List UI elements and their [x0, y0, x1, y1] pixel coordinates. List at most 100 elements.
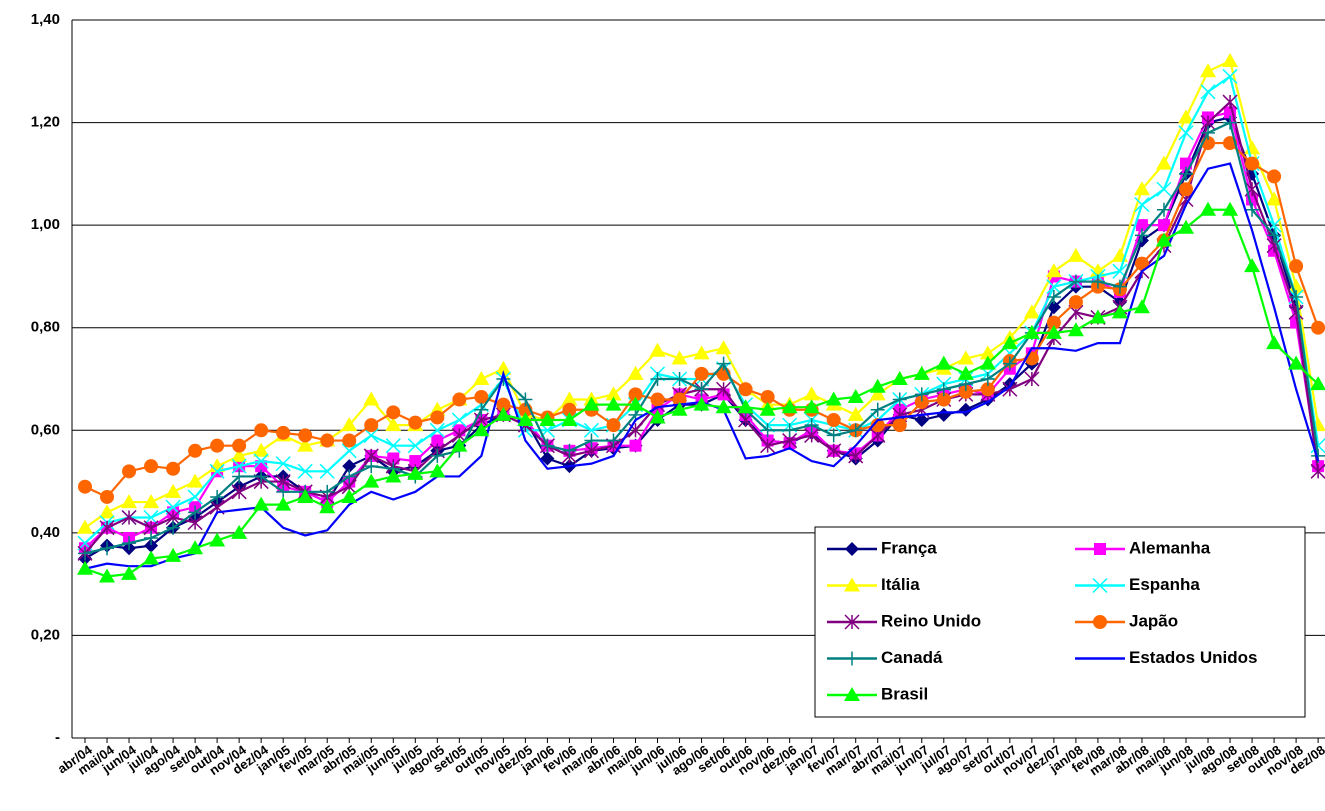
data-point: [1134, 256, 1149, 271]
data-point: [363, 391, 380, 406]
data-point: [429, 422, 445, 438]
data-point: [562, 402, 577, 417]
data-point: [99, 568, 116, 583]
data-point: [936, 407, 951, 422]
data-point: [627, 396, 644, 411]
data-point: [100, 489, 115, 504]
data-point: [760, 389, 775, 404]
data-point: [451, 412, 467, 428]
data-point: [1288, 278, 1305, 293]
data-point: [715, 399, 732, 414]
data-point: [583, 422, 599, 438]
data-point: [694, 366, 709, 381]
data-point: [848, 423, 863, 438]
data-point: [387, 452, 400, 465]
data-point: [539, 412, 556, 427]
data-point: [1090, 274, 1105, 289]
data-point: [342, 469, 357, 484]
data-point: [297, 488, 314, 503]
data-point: [914, 387, 929, 402]
data-point: [957, 365, 974, 380]
data-point: [1089, 309, 1106, 324]
data-point: [1200, 84, 1216, 100]
data-point: [1156, 202, 1171, 217]
data-point: [628, 387, 643, 402]
legend-marker: [845, 542, 859, 556]
data-point: [782, 423, 797, 438]
data-point: [430, 448, 445, 463]
data-point: [253, 496, 270, 511]
data-point: [342, 433, 357, 448]
data-point: [671, 350, 688, 365]
series-line: [84, 162, 1320, 570]
data-point: [297, 463, 313, 479]
data-point: [1135, 219, 1148, 232]
data-point: [826, 443, 842, 459]
data-point: [958, 384, 973, 399]
data-point: [1266, 191, 1283, 206]
data-point: [319, 463, 335, 479]
data-point: [431, 434, 444, 447]
data-point: [341, 417, 358, 432]
series: [78, 110, 1325, 566]
legend-marker: [1092, 577, 1108, 594]
data-point: [100, 541, 115, 556]
data-point: [870, 418, 885, 433]
data-point: [276, 425, 291, 440]
data-point: [320, 433, 335, 448]
data-point: [78, 479, 92, 494]
data-point: [1310, 376, 1325, 391]
data-point: [1289, 289, 1304, 304]
data-point: [319, 499, 336, 514]
data-point: [1179, 166, 1193, 181]
legend-marker: [844, 614, 860, 630]
data-point: [254, 423, 269, 438]
data-point: [341, 488, 358, 503]
data-point: [78, 546, 92, 561]
data-point: [473, 371, 490, 385]
data-point: [231, 484, 247, 500]
data-point: [121, 565, 138, 580]
data-point: [913, 365, 930, 380]
data-point: [1201, 125, 1216, 140]
data-point: [385, 417, 402, 432]
data-point: [209, 532, 226, 547]
data-point: [187, 489, 203, 505]
data-point: [364, 418, 379, 433]
data-point: [869, 386, 886, 401]
y-tick-label: 1,00: [31, 216, 60, 233]
data-point: [1288, 304, 1304, 320]
data-point: [253, 442, 270, 457]
data-point: [122, 464, 137, 479]
data-point: [847, 406, 864, 421]
data-point: [188, 505, 203, 520]
data-point: [1267, 169, 1282, 184]
data-point: [518, 392, 533, 407]
data-point: [1245, 202, 1260, 217]
data-point: [716, 381, 732, 397]
data-point: [1001, 335, 1018, 350]
data-point: [1134, 197, 1150, 213]
data-point: [1067, 247, 1084, 262]
data-point: [627, 365, 644, 380]
y-tick-label: 0,20: [31, 626, 60, 643]
data-point: [980, 382, 995, 397]
data-point: [1133, 181, 1150, 196]
data-point: [143, 550, 160, 565]
data-point: [495, 406, 512, 421]
legend-label: Itália: [881, 575, 920, 594]
legend-box: [814, 526, 1306, 718]
data-point: [1133, 299, 1150, 314]
data-point: [144, 459, 159, 474]
data-point: [407, 465, 424, 480]
data-point: [1068, 274, 1083, 289]
data-point: [649, 409, 666, 424]
data-point: [672, 372, 687, 386]
data-point: [1045, 263, 1062, 278]
legend-marker: [844, 687, 860, 701]
data-point: [1200, 63, 1217, 78]
data-point: [408, 415, 423, 430]
data-point: [1244, 258, 1261, 273]
data-point: [1111, 304, 1128, 319]
data-point: [869, 378, 886, 393]
